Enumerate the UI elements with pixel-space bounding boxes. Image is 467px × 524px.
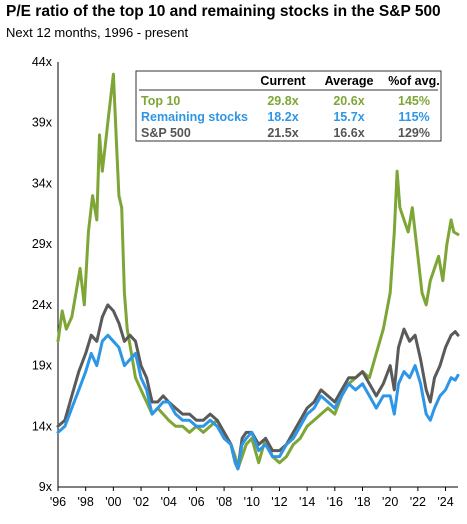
legend-row-value: 16.6x xyxy=(333,126,364,140)
legend-table: Current Average %of avg. Top 10 29.8x 20.6x 14… xyxy=(135,70,442,142)
x-tick-label: '24 xyxy=(437,495,453,509)
y-tick-label: 14x xyxy=(32,419,53,433)
legend-table-header: %of avg. xyxy=(388,74,439,88)
legend-row-value: 145% xyxy=(398,94,430,108)
y-tick-label: 34x xyxy=(32,176,53,190)
x-tick-label: '02 xyxy=(133,495,149,509)
series-line-remaining-stocks xyxy=(56,333,460,471)
x-tick-label: '08 xyxy=(216,495,232,509)
x-tick-label: '14 xyxy=(299,495,315,509)
x-tick-label: '00 xyxy=(105,495,121,509)
legend-row-value: 18.2x xyxy=(267,110,298,124)
x-tick-label: '10 xyxy=(244,495,260,509)
x-tick-label: '98 xyxy=(78,495,94,509)
y-tick-label: 19x xyxy=(32,359,53,373)
chart-series xyxy=(56,72,460,471)
x-tick-label: '96 xyxy=(50,495,66,509)
x-tick-label: '06 xyxy=(188,495,204,509)
x-tick-label: '12 xyxy=(271,495,287,509)
legend-row-value: 29.8x xyxy=(267,94,298,108)
legend-row-value: 15.7x xyxy=(333,110,364,124)
legend-table-box xyxy=(135,70,442,142)
y-tick-label: 24x xyxy=(32,298,53,312)
chart-subtitle: Next 12 months, 1996 - present xyxy=(6,25,189,40)
legend-table-header: Average xyxy=(325,74,374,88)
legend-row-label: S&P 500 xyxy=(141,126,191,140)
legend-row-value: 20.6x xyxy=(333,94,364,108)
legend-row-label: Remaining stocks xyxy=(141,110,248,124)
x-tick-label: '16 xyxy=(327,495,343,509)
x-tick-label: '22 xyxy=(410,495,426,509)
legend-row-label: Top 10 xyxy=(141,94,180,108)
chart-axes: 9x 14x 19x 24x 29x 34x 39x 44x '96 '98 '00 '02 '04 '0… xyxy=(32,55,458,509)
x-tick-label: '20 xyxy=(382,495,398,509)
x-tick-label: '04 xyxy=(161,495,177,509)
y-tick-label: 9x xyxy=(39,480,53,494)
x-tick-label: '18 xyxy=(354,495,370,509)
chart-title: P/E ratio of the top 10 and remaining st… xyxy=(6,3,441,20)
y-tick-label: 29x xyxy=(32,237,53,251)
legend-row-value: 115% xyxy=(398,110,429,124)
y-tick-label: 44x xyxy=(32,55,53,69)
legend-row-value: 21.5x xyxy=(267,126,298,140)
legend-table-header: Current xyxy=(260,74,306,88)
y-tick-label: 39x xyxy=(32,116,53,130)
legend-row-value: 129% xyxy=(398,126,430,140)
